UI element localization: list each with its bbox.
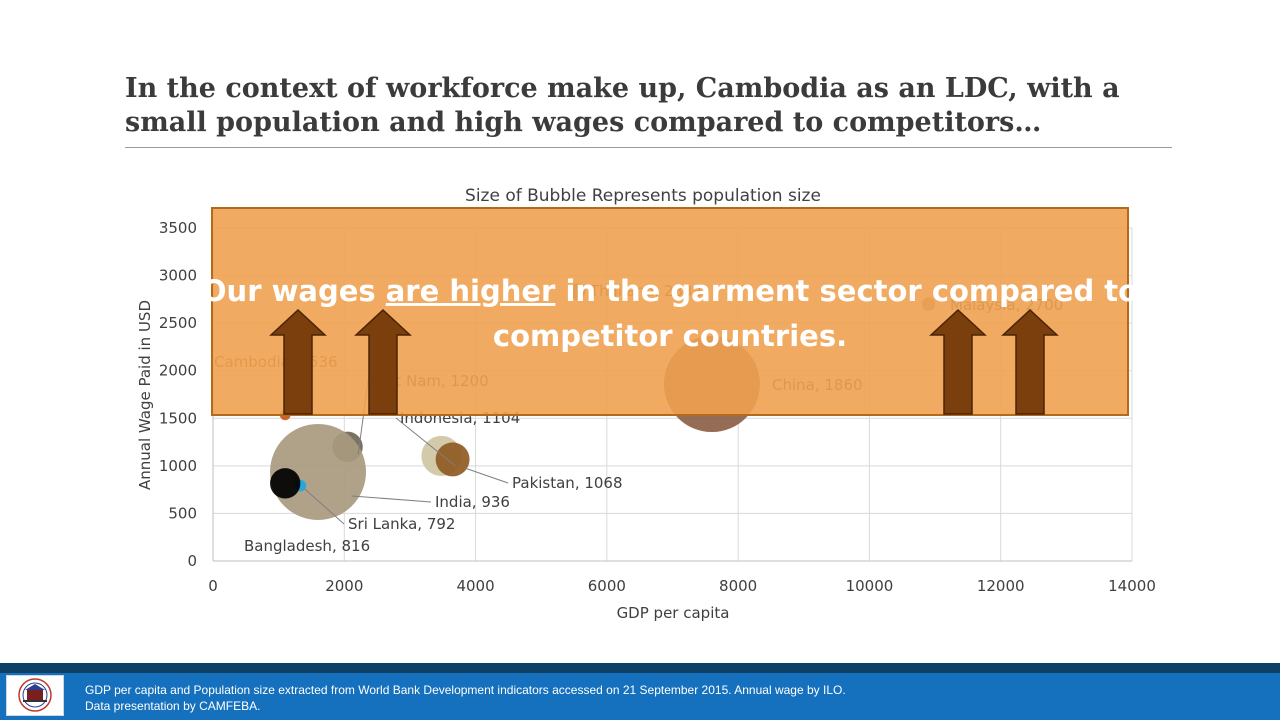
x-tick-label: 6000 xyxy=(588,577,626,595)
up-arrow-icon xyxy=(354,308,412,415)
bubble-pakistan xyxy=(435,442,470,477)
data-label-leader xyxy=(464,467,509,484)
data-label-bangladesh: Bangladesh, 816 xyxy=(244,537,370,555)
x-tick-label: 0 xyxy=(208,577,218,595)
y-tick-label: 3000 xyxy=(159,267,197,285)
x-tick-label: 10000 xyxy=(846,577,894,595)
callout-emphasis: are higher xyxy=(386,274,556,308)
y-tick-label: 1500 xyxy=(159,409,197,427)
data-label-india: India, 936 xyxy=(435,493,510,511)
data-label-leader xyxy=(395,417,456,467)
y-tick-label: 2500 xyxy=(159,314,197,332)
slide-title-line1: In the context of workforce make up, Cam… xyxy=(125,73,1120,104)
y-tick-label: 1000 xyxy=(159,457,197,475)
x-tick-label: 4000 xyxy=(456,577,494,595)
y-axis-title: Annual Wage Paid in USD xyxy=(136,300,154,490)
title-divider xyxy=(125,147,1172,148)
footer-line1: GDP per capita and Population size extra… xyxy=(85,683,846,697)
footer-line2: Data presentation by CAMFEBA. xyxy=(85,699,261,713)
x-tick-label: 8000 xyxy=(719,577,757,595)
footer-bar xyxy=(0,673,1280,720)
y-tick-label: 500 xyxy=(168,504,197,522)
callout-text: Our wages xyxy=(202,274,386,308)
data-label-leader xyxy=(304,488,345,525)
footer-accent-bar xyxy=(0,663,1280,673)
data-label-leader xyxy=(351,495,432,503)
bubble-chart: Size of Bubble Represents population siz… xyxy=(136,186,1156,622)
up-arrow-icon xyxy=(1001,308,1059,415)
callout-text-line1: Our wages are higher in the garment sect… xyxy=(202,274,1138,308)
callout-text: in the garment sector compared to xyxy=(555,274,1138,308)
bubble-bangladesh xyxy=(270,468,301,499)
y-tick-label: 3500 xyxy=(159,219,197,237)
up-arrow-icon xyxy=(269,308,327,415)
slide-title: In the context of workforce make up, Cam… xyxy=(125,72,1165,140)
y-tick-label: 2000 xyxy=(159,362,197,380)
footer-source-note: GDP per capita and Population size extra… xyxy=(85,682,1235,714)
callout-text-line2: competitor countries. xyxy=(493,319,847,353)
bubble-india xyxy=(270,423,367,520)
camfeba-logo-icon xyxy=(6,675,64,716)
up-arrow-icon xyxy=(929,308,987,415)
x-tick-label: 2000 xyxy=(325,577,363,595)
x-axis-title: GDP per capita xyxy=(617,604,730,622)
slide-title-line2: small population and high wages compared… xyxy=(125,107,1042,138)
chart-title: Size of Bubble Represents population siz… xyxy=(465,186,821,206)
wage-callout-box xyxy=(211,207,1129,416)
y-tick-label: 0 xyxy=(187,552,197,570)
x-tick-label: 12000 xyxy=(977,577,1025,595)
x-tick-label: 14000 xyxy=(1108,577,1156,595)
data-label-sri-lanka: Sri Lanka, 792 xyxy=(348,515,455,533)
data-label-pakistan: Pakistan, 1068 xyxy=(512,474,623,492)
